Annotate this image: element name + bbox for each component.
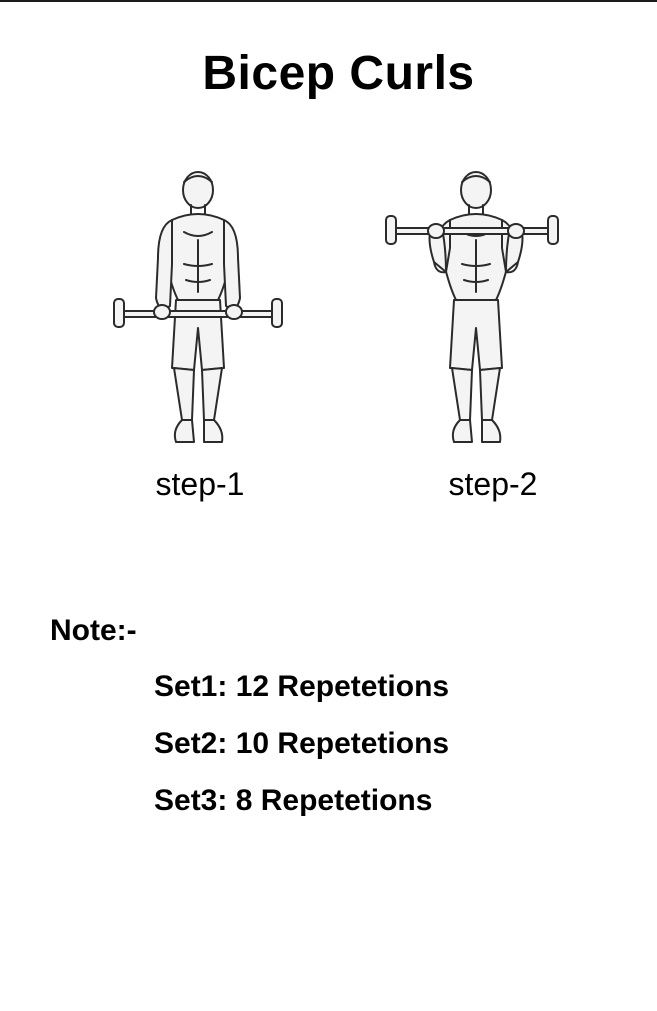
man-barbell-curled-icon [384, 168, 559, 450]
man-barbell-lowered-icon [112, 168, 287, 450]
top-divider [0, 0, 657, 2]
page-title: Bicep Curls [202, 47, 475, 100]
set-3-item: Set3: 8 Repetetions [154, 784, 433, 817]
sets-list: Set1: 12 Repetetions Set2: 10 Repetetion… [154, 668, 449, 839]
note-heading: Note:- [50, 614, 137, 647]
set-1-item: Set1: 12 Repetetions [154, 670, 450, 703]
step-2-label: step-2 [448, 466, 538, 502]
step-1-label: step-1 [155, 466, 245, 502]
set-2-item: Set2: 10 Repetetions [154, 727, 450, 760]
